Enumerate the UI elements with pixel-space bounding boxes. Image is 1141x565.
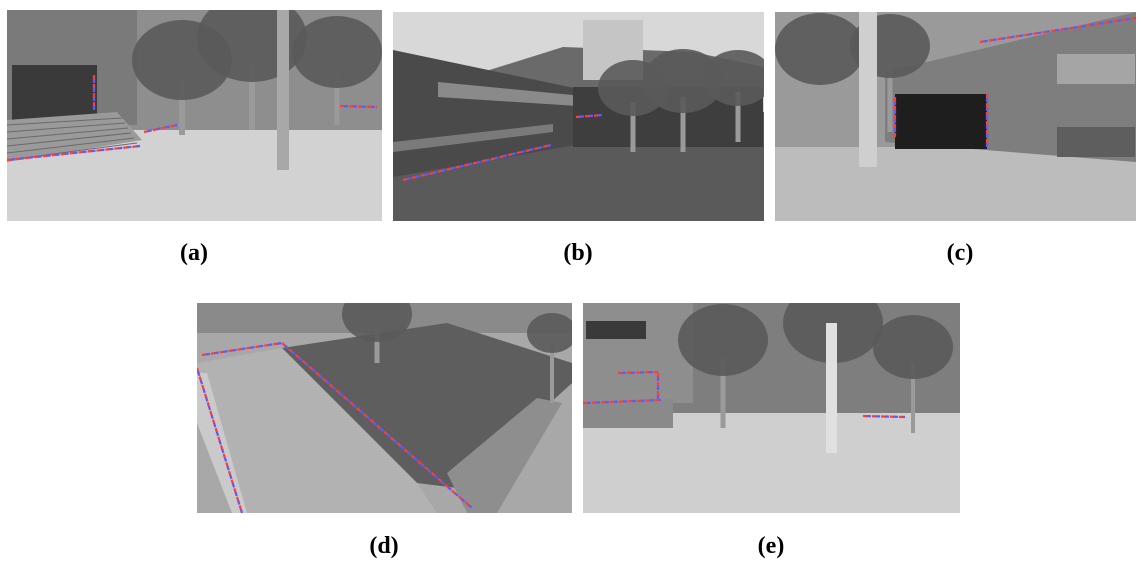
vent xyxy=(1057,127,1135,157)
figure-page: (a) (b) (c) (d) (e) (() => { const data … xyxy=(0,0,1141,565)
panel-label: (e) xyxy=(711,533,831,560)
tunnel xyxy=(895,94,987,149)
door xyxy=(12,65,97,120)
panel-label: (d) xyxy=(324,533,444,560)
tree-trunk xyxy=(277,10,289,170)
panel-label: (a) xyxy=(134,240,254,267)
photo-a xyxy=(7,10,382,221)
panel-label: (c) xyxy=(900,240,1020,267)
tree-trunk xyxy=(859,12,877,167)
photo-d xyxy=(197,303,572,513)
tree-crown xyxy=(678,304,768,376)
tree-trunk xyxy=(826,323,837,453)
photo-b xyxy=(393,12,764,221)
tree-crown xyxy=(873,315,953,379)
windows xyxy=(586,321,646,339)
photo-c xyxy=(775,12,1136,221)
tree-crown xyxy=(292,16,382,88)
building xyxy=(583,303,693,403)
photo-e xyxy=(583,303,960,513)
vent xyxy=(1057,54,1135,84)
panel-label: (b) xyxy=(518,240,638,267)
